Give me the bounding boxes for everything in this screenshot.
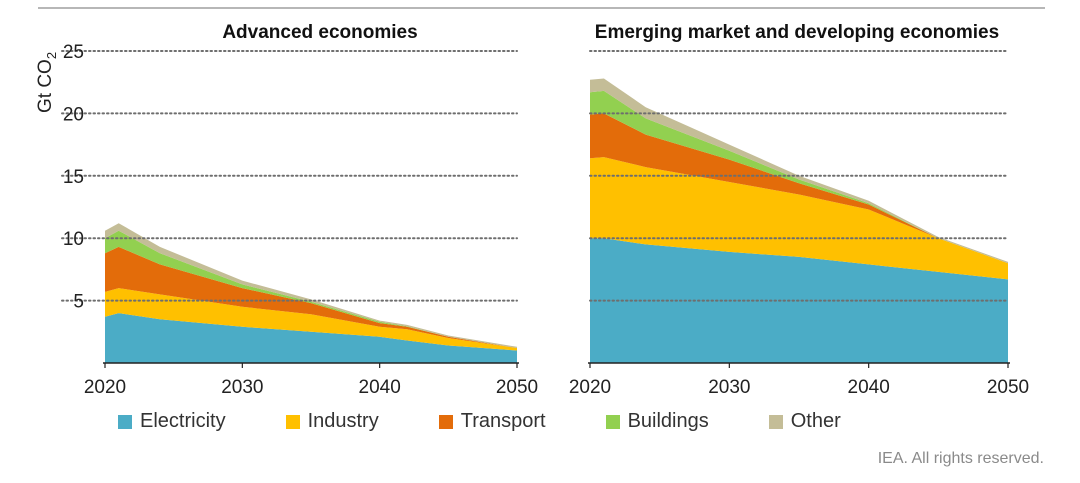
legend-item-electricity: Electricity — [118, 410, 226, 433]
panel-2: Emerging market and developing economies… — [569, 22, 1029, 398]
panel-1: Advanced economies 5 10 15 20 25 2020 2030 2040 2… — [35, 22, 538, 398]
x-tick-label: 2050 — [987, 377, 1029, 398]
legend-swatch-electricity — [118, 414, 132, 429]
legend-label-industry: Industry — [307, 410, 379, 432]
y-tick-label: 15 — [63, 167, 84, 188]
legend-swatch-other — [768, 414, 783, 429]
x-tick-label: 2040 — [359, 377, 401, 398]
x-tick-label: 2050 — [496, 377, 538, 398]
legend-swatch-industry — [285, 414, 300, 429]
legend-item-buildings: Buildings — [605, 410, 709, 433]
y-axis-label: Gt CO2 — [35, 52, 59, 113]
y-tick-label: 20 — [63, 104, 84, 125]
legend-label-electricity: Electricity — [140, 410, 226, 432]
legend-label-other: Other — [790, 410, 841, 432]
legend-item-other: Other — [768, 410, 841, 433]
legend-label-transport: Transport — [460, 410, 546, 432]
panel-title: Emerging market and developing economies — [595, 22, 999, 43]
y-tick-label: 10 — [63, 229, 84, 250]
panel-title: Advanced economies — [222, 22, 417, 43]
legend-swatch-buildings — [605, 414, 620, 429]
x-tick-label: 2020 — [569, 377, 611, 398]
area-transport — [105, 246, 517, 348]
x-tick-label: 2040 — [848, 377, 890, 398]
legend-item-industry: Industry — [285, 410, 379, 433]
x-tick-label: 2030 — [708, 377, 750, 398]
x-tick-label: 2030 — [221, 377, 263, 398]
area-industry — [105, 288, 517, 351]
legend-label-buildings: Buildings — [627, 410, 709, 432]
legend-item-transport: Transport — [438, 410, 546, 433]
legend: Electricity Industry Transport Buildings… — [118, 410, 901, 433]
y-tick-label: 5 — [73, 292, 84, 313]
area-industry — [590, 157, 1008, 280]
y-tick-label: 25 — [63, 42, 84, 63]
legend-swatch-transport — [438, 414, 453, 429]
copyright-note: IEA. All rights reserved. — [877, 450, 1044, 467]
area-transport — [590, 113, 1008, 264]
x-tick-label: 2020 — [84, 377, 126, 398]
area-electricity — [105, 313, 517, 363]
